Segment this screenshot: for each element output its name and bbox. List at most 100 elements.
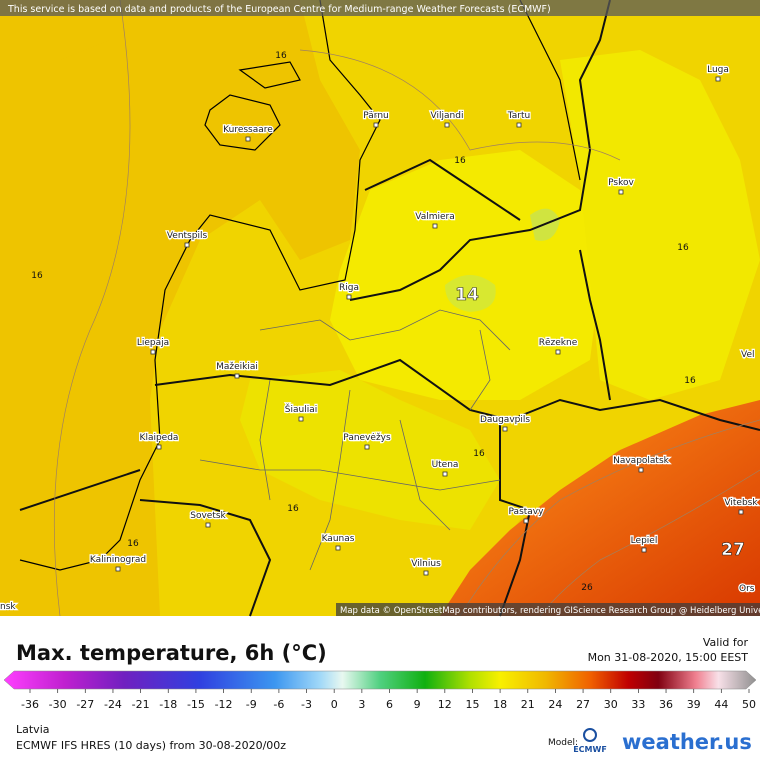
- colorbar-tick-label: 27: [576, 698, 590, 711]
- city-label: Ors: [739, 584, 755, 594]
- colorbar-tick-label: 21: [521, 698, 535, 711]
- colorbar-tick-label: 15: [465, 698, 479, 711]
- colorbar-tick-label: -15: [187, 698, 205, 711]
- colorbar-ticks: -36 -30 -27 -24 -21 -18 -15 -12 -9 -6 -3 0 3 6 9 12 15 18…: [21, 689, 756, 711]
- warm-zone: [560, 50, 760, 400]
- city-label: Kuressaare: [223, 125, 273, 135]
- city-label: Riga: [339, 283, 359, 293]
- colorbar-tick-label: -9: [246, 698, 257, 711]
- contour-label: 16: [127, 539, 139, 549]
- colorbar-tick-label: -18: [159, 698, 177, 711]
- city-marker: [234, 373, 240, 379]
- city-marker: [184, 242, 190, 248]
- contours: [53, 0, 760, 617]
- city-marker: [523, 518, 529, 524]
- sea-area: [0, 0, 120, 70]
- city-marker: [156, 444, 162, 450]
- city-label: Šiauliai: [285, 403, 317, 415]
- notice: This service is based on data and produc…: [7, 4, 551, 15]
- contour-label: 16: [677, 243, 689, 253]
- colorbar-tick-label: 44: [714, 698, 728, 711]
- city-label: Rēzekne: [539, 338, 578, 348]
- city-marker: [715, 76, 721, 82]
- notice-bar: [0, 0, 760, 16]
- city-label: Ventspils: [167, 231, 208, 241]
- colorbar-tick-label: -36: [21, 698, 39, 711]
- city-label: Pastavy: [509, 507, 545, 517]
- city-label: Panevėžys: [343, 433, 391, 443]
- city-marker: [298, 416, 304, 422]
- city-label: Pskov: [608, 178, 634, 188]
- colorbar-tick-label: -6: [273, 698, 284, 711]
- city-marker: [502, 426, 508, 432]
- city-label: nsk: [0, 602, 16, 612]
- colorbar-tick-label: 3: [358, 698, 365, 711]
- colorbar-tick-label: 18: [493, 698, 507, 711]
- attribution: Map data © OpenStreetMap contributors, r…: [340, 606, 760, 616]
- city-label: Navapolatsk: [613, 456, 670, 466]
- colorbar-tick-label: -3: [301, 698, 312, 711]
- ecmwf-name: ECMWF: [573, 745, 607, 754]
- city-marker: [641, 547, 647, 553]
- city-marker: [205, 522, 211, 528]
- city-marker: [555, 349, 561, 355]
- contour-label: 16: [684, 376, 696, 386]
- colorbar-tick-label: 6: [386, 698, 393, 711]
- city-label: Vitebsk: [724, 498, 758, 508]
- city-label: Kalininograd: [90, 555, 146, 565]
- contour-label-layer: 16 16 16 16 16 16 16 16 26 14 27: [31, 51, 745, 593]
- colorbar-tick-label: -21: [132, 698, 150, 711]
- map: This service is based on data and produc…: [0, 0, 760, 617]
- contour-label: 16: [31, 271, 43, 281]
- city-marker: [618, 189, 624, 195]
- contour-label: 16: [275, 51, 287, 61]
- city-marker: [444, 122, 450, 128]
- valid-label: Valid for: [703, 636, 749, 649]
- colorbar-tick-label: 24: [548, 698, 562, 711]
- colorbar-tick-label: 30: [604, 698, 618, 711]
- city-marker: [432, 223, 438, 229]
- coastline: [19, 0, 581, 571]
- colorbar-tick-label: 9: [414, 698, 421, 711]
- colorbar-tick-label: -12: [215, 698, 233, 711]
- city-label: Valmiera: [415, 212, 455, 222]
- ecmwf-logo: [583, 728, 597, 742]
- city-label: Vel: [741, 350, 755, 360]
- brand: weather.us: [622, 730, 752, 754]
- city-marker: [442, 471, 448, 477]
- attribution-bar: [336, 603, 760, 616]
- city-marker: [150, 349, 156, 355]
- city-label: Pärnu: [363, 111, 389, 121]
- colorbar-tick-label: 36: [659, 698, 673, 711]
- model-label: Model:: [548, 738, 578, 748]
- contour-label-large: 14: [455, 285, 479, 305]
- model-info: ECMWF IFS HRES (10 days) from 30-08-2020…: [16, 739, 286, 752]
- city-label: Viljandi: [431, 111, 464, 121]
- borders: [19, 0, 760, 617]
- city-marker: [346, 294, 352, 300]
- warm-zone: [330, 150, 600, 400]
- city-marker: [115, 566, 121, 572]
- city-layer: Kuressaare Pärnu Viljandi Tartu Luga Pskov Val…: [0, 64, 760, 614]
- city-marker: [373, 122, 379, 128]
- colorbar-tick-label: 39: [687, 698, 701, 711]
- city-label: Tartu: [507, 111, 530, 121]
- colorbar-tick-label: 12: [438, 698, 452, 711]
- admin-borders: [199, 309, 511, 571]
- city-label: Utena: [432, 460, 459, 470]
- cool-spot: [445, 275, 496, 312]
- city-marker: [364, 444, 370, 450]
- city-label: Sovetsk: [190, 511, 226, 521]
- warm-zone: [240, 370, 500, 530]
- city-label: Lepiel: [631, 536, 658, 546]
- contour-label-large: 27: [721, 540, 745, 560]
- city-label: Mažeikiai: [216, 362, 258, 372]
- legend: Max. temperature, 6h (°C) Valid for Mon …: [3, 636, 757, 754]
- city-marker: [245, 136, 251, 142]
- colorbar-tick-label: -24: [104, 698, 122, 711]
- city-label: Daugavpils: [480, 415, 530, 425]
- region: Latvia: [16, 723, 50, 736]
- colorbar-tick-label: 0: [331, 698, 338, 711]
